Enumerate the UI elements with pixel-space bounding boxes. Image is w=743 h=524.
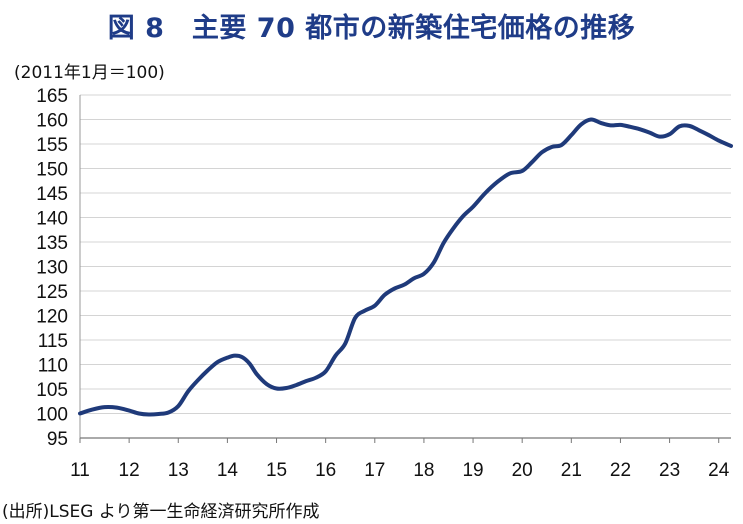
- chart-title: 図 8 主要 70 都市の新築住宅価格の推移: [107, 13, 636, 44]
- x-tick-labels: 11 12 13 14 15 16 17 18 19 20 21 22 23 24: [70, 460, 730, 481]
- source-note: (出所)LSEG より第一生命経済研究所作成: [2, 502, 320, 522]
- x-tick-label: 12: [119, 460, 140, 481]
- y-tick-label: 165: [36, 86, 68, 107]
- y-tick-labels: 95 100 105 110 115 120 125 130 135 140 145 150 155 16…: [36, 86, 68, 450]
- y-tick-label: 140: [36, 209, 68, 230]
- y-axis-unit-label: (2011年1月＝100): [14, 63, 165, 83]
- x-tick-label: 13: [168, 460, 189, 481]
- x-tick-label: 20: [512, 460, 533, 481]
- y-tick-label: 95: [47, 429, 68, 450]
- y-tick-label: 135: [36, 233, 68, 254]
- x-tick-label: 18: [413, 460, 434, 481]
- y-tick-label: 145: [36, 184, 68, 205]
- y-tick-label: 130: [36, 258, 68, 279]
- y-tick-label: 160: [36, 111, 68, 132]
- y-tick-label: 125: [36, 282, 68, 303]
- x-tick-label: 23: [659, 460, 680, 481]
- y-tick-label: 110: [38, 356, 68, 377]
- series-lines: [78, 117, 733, 417]
- y-tick-label: 105: [36, 380, 68, 401]
- y-tick-label: 115: [38, 331, 68, 352]
- y-tick-label: 150: [36, 160, 68, 181]
- x-tick-label: 15: [266, 460, 287, 481]
- x-tick-label: 24: [708, 460, 730, 481]
- x-tick-label: 21: [561, 460, 582, 481]
- y-tick-label: 120: [36, 307, 68, 328]
- y-tick-label: 155: [36, 135, 68, 156]
- y-tick-label: 100: [36, 405, 68, 426]
- x-tick-label: 22: [610, 460, 631, 481]
- x-tick-label: 11: [70, 460, 90, 481]
- axes: [79, 95, 731, 443]
- x-tick-label: 14: [217, 460, 239, 481]
- x-tick-label: 19: [462, 460, 483, 481]
- x-tick-label: 16: [315, 460, 336, 481]
- series-line-0: [78, 117, 733, 417]
- gridlines: [80, 94, 731, 439]
- x-tick-label: 17: [364, 460, 385, 481]
